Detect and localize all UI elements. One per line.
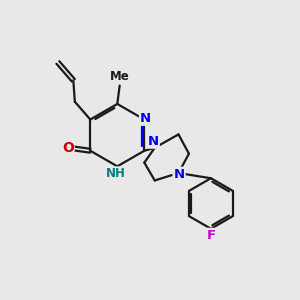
- Text: O: O: [62, 141, 74, 155]
- Text: N: N: [148, 135, 159, 148]
- Text: N: N: [140, 112, 151, 125]
- Text: F: F: [207, 229, 216, 242]
- Text: Me: Me: [110, 70, 130, 83]
- Text: NH: NH: [106, 167, 126, 180]
- Text: N: N: [173, 168, 185, 181]
